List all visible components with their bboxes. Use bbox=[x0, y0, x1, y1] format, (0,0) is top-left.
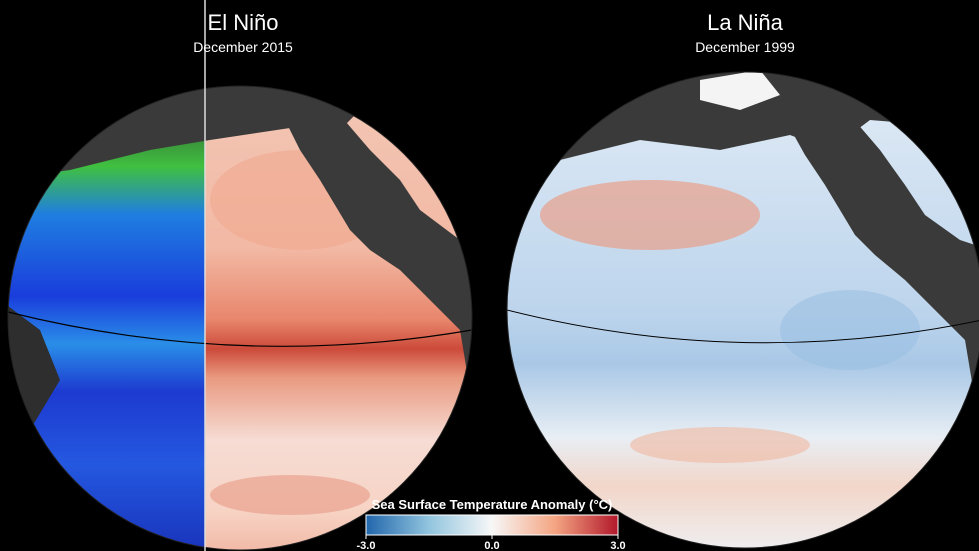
colorbar bbox=[365, 514, 619, 536]
panel-title: El Niño bbox=[208, 10, 279, 35]
globe-la-nina bbox=[507, 72, 979, 548]
panel-subtitle: December 2015 bbox=[193, 39, 293, 55]
globe-el-nino bbox=[8, 86, 472, 550]
colorbar-title: Sea Surface Temperature Anomaly (°C) bbox=[372, 497, 613, 512]
colorbar-tick-label: 0.0 bbox=[484, 540, 499, 551]
colorbar-tick-label: -3.0 bbox=[357, 540, 376, 551]
panel-subtitle: December 1999 bbox=[695, 39, 795, 55]
panel-title: La Niña bbox=[707, 10, 784, 35]
colorbar-tick-label: 3.0 bbox=[610, 540, 625, 551]
